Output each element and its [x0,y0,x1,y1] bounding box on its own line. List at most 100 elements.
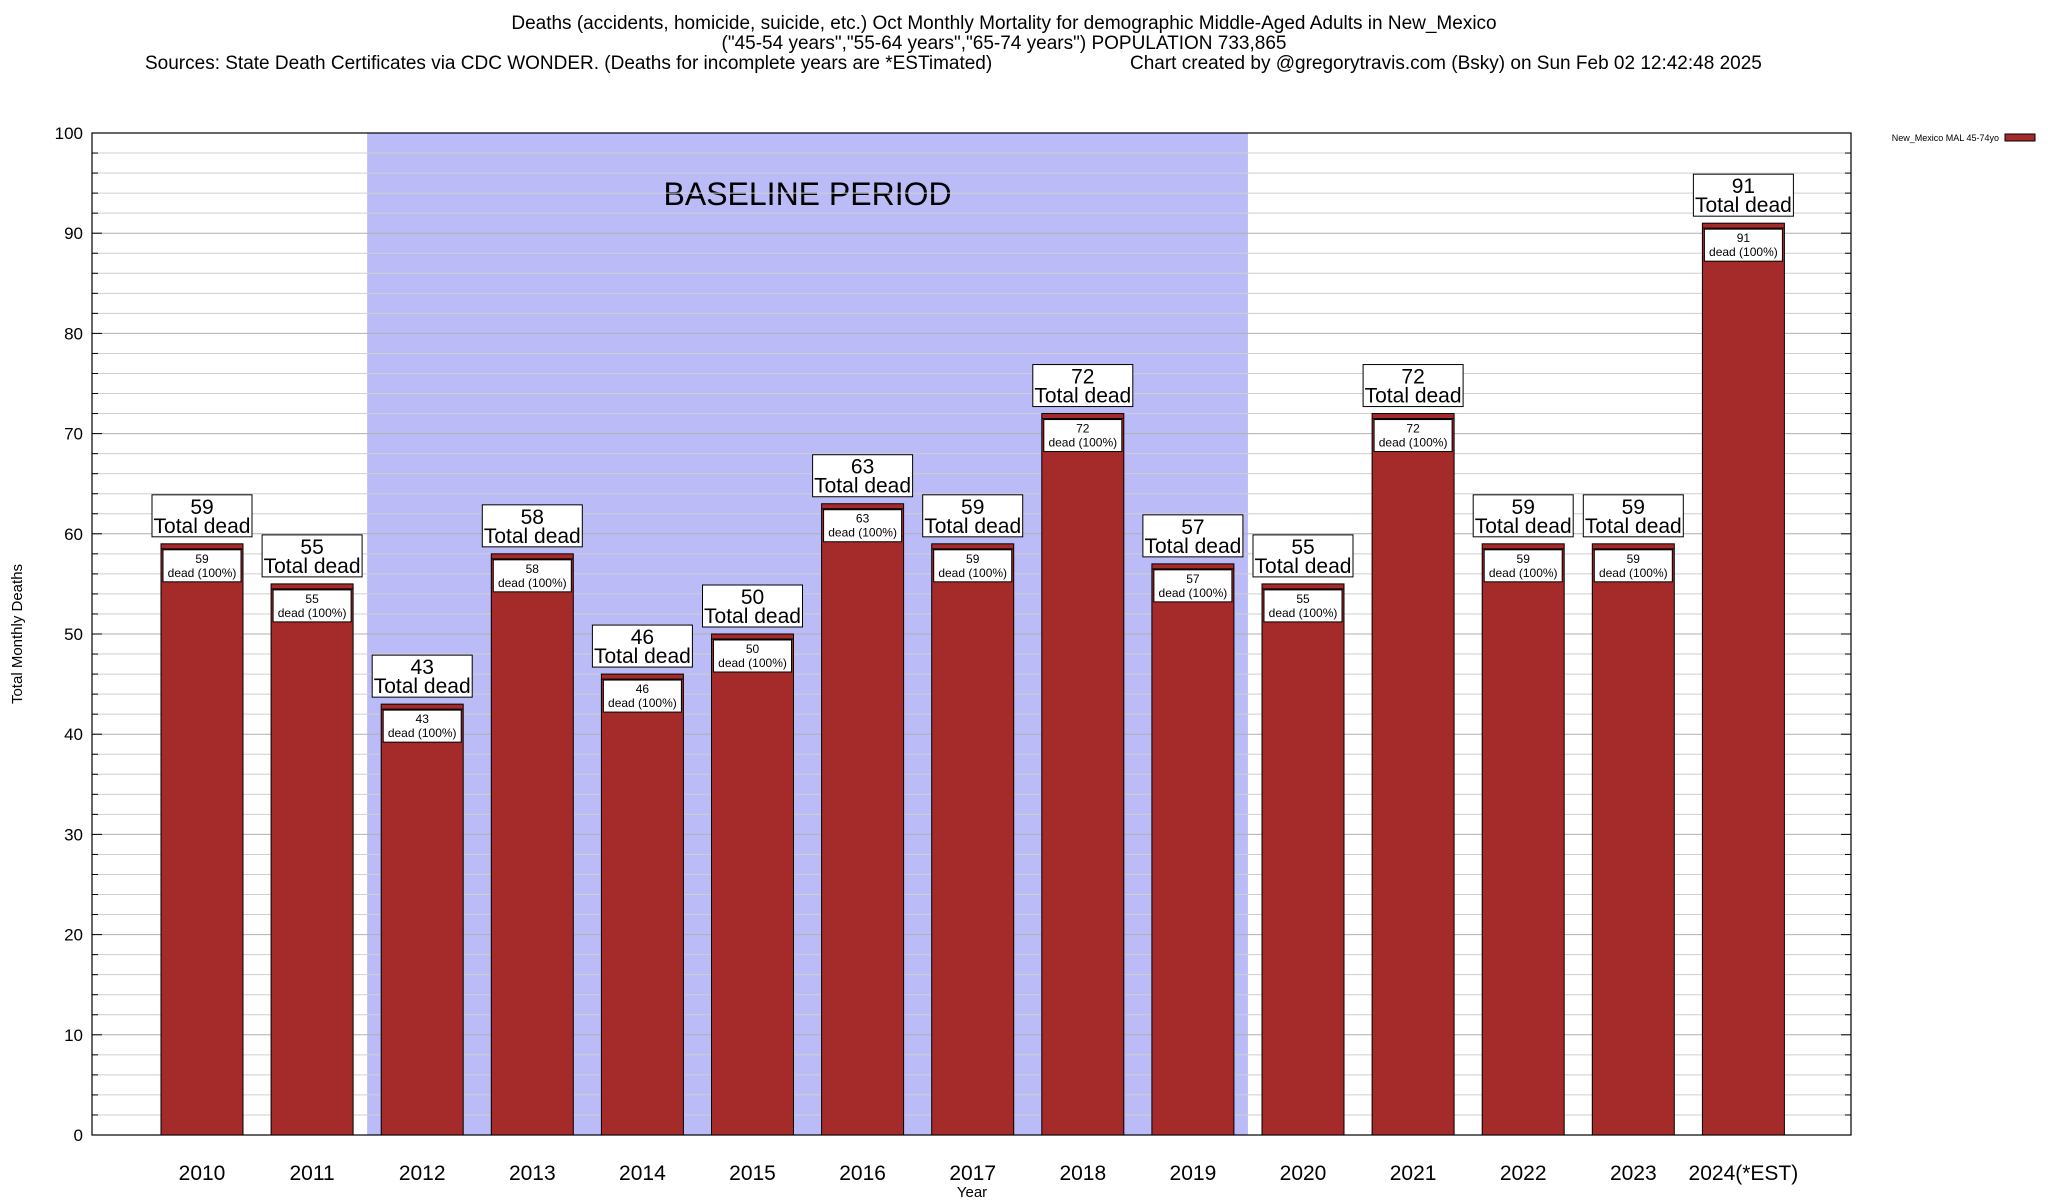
top-label-box [371,654,473,698]
top-total-label: Total dead [1034,385,1131,408]
inner-value-label: 59 [1517,552,1531,566]
bar [821,503,905,1136]
inner-percent-label: dead (100%) [1048,436,1117,450]
chart-credit: Chart created by @gregorytravis.com (Bsk… [1130,53,1762,74]
top-label-box [1692,173,1794,217]
top-value-label: 50 [741,586,764,609]
top-total-label: Total dead [1144,535,1241,558]
y-tick-label: 90 [64,224,83,243]
bar [160,543,244,1136]
inner-percent-label: dead (100%) [388,726,457,740]
bar [380,703,464,1136]
inner-percent-label: dead (100%) [718,656,787,670]
inner-percent-label: dead (100%) [498,576,567,590]
top-label-box [481,504,583,548]
inner-value-label: 72 [1076,422,1090,436]
top-value-label: 59 [961,496,984,519]
inner-label-box [713,639,792,673]
inner-value-label: 50 [746,642,760,656]
y-tick-label: 10 [64,1026,83,1045]
inner-value-label: 59 [1627,552,1641,566]
inner-value-label: 63 [856,512,870,526]
inner-value-label: 55 [305,592,319,606]
x-tick-label: 2013 [509,1162,556,1185]
inner-label-box [1043,419,1123,453]
top-value-label: 59 [190,496,213,519]
bar [1261,583,1345,1136]
inner-value-label: 43 [416,712,430,726]
y-axis-title: Total Monthly Deaths [9,564,26,704]
bar [600,673,684,1136]
inner-percent-label: dead (100%) [168,566,237,580]
chart-sources: Sources: State Death Certificates via CD… [145,53,993,74]
top-label-box [1472,494,1574,538]
x-tick-label: 2011 [290,1162,335,1185]
x-tick-label: 2015 [729,1162,776,1185]
inner-value-label: 59 [966,552,980,566]
top-total-label: Total dead [1255,555,1352,578]
top-label-box [1032,364,1134,408]
chart-source-line: Sources: State Death Certificates via CD… [0,53,1762,119]
top-total-label: Total dead [1475,515,1572,538]
chart-title: Deaths (accidents, homicide, suicide, et… [511,13,1497,34]
top-label-box [702,584,803,628]
top-value-label: 55 [300,536,323,559]
y-tick-label: 0 [74,1126,83,1145]
inner-percent-label: dead (100%) [1159,586,1228,600]
inner-label-box [1373,419,1453,453]
top-value-label: 91 [1732,175,1755,198]
inner-percent-label: dead (100%) [1489,566,1558,580]
top-label-box [812,454,914,498]
y-tick-label: 100 [55,124,83,143]
top-label-box [1142,514,1244,558]
bar [1591,543,1675,1136]
inner-percent-label: dead (100%) [608,696,677,710]
top-label-box [1582,494,1684,538]
inner-label-box [382,709,462,743]
bar [1041,413,1125,1136]
chart-subtitle: ("45-54 years","55-64 years","65-74 year… [721,33,1287,54]
y-tick-label: 40 [64,725,83,744]
inner-value-label: 72 [1406,422,1420,436]
legend-label: New_Mexico MAL 45-74yo [1892,133,1999,143]
bar [270,583,354,1136]
x-tick-label: 2014 [619,1162,666,1185]
top-label-box [922,494,1024,538]
x-tick-label: 2018 [1059,1162,1106,1185]
top-value-label: 59 [1512,496,1535,519]
bar [1701,222,1785,1136]
top-total-label: Total dead [484,525,581,548]
top-total-label: Total dead [814,475,911,498]
top-total-label: Total dead [704,605,801,628]
x-tick-label: 2019 [1170,1162,1217,1185]
inner-value-label: 59 [195,552,209,566]
inner-percent-label: dead (100%) [1379,436,1448,450]
top-total-label: Total dead [924,515,1021,538]
bar [490,553,574,1136]
inner-value-label: 46 [636,682,650,696]
bar [931,543,1015,1136]
inner-percent-label: dead (100%) [1269,606,1338,620]
inner-percent-label: dead (100%) [938,566,1007,580]
bar [1481,543,1565,1136]
top-total-label: Total dead [1365,385,1462,408]
inner-percent-label: dead (100%) [1709,245,1778,259]
x-tick-label: 2020 [1280,1162,1327,1185]
top-total-label: Total dead [594,645,691,668]
inner-label-box [1703,228,1783,262]
baseline-label: BASELINE PERIOD [664,176,952,212]
inner-value-label: 91 [1737,231,1751,245]
top-value-label: 59 [1622,496,1645,519]
top-label-box [151,494,253,538]
inner-value-label: 57 [1186,572,1200,586]
inner-label-box [272,589,352,623]
top-total-label: Total dead [1585,515,1682,538]
x-tick-label: 2017 [949,1162,996,1185]
x-tick-label: 2010 [179,1162,226,1185]
x-tick-label: 2022 [1500,1162,1547,1185]
top-value-label: 63 [851,456,874,479]
x-tick-label: 2024(*EST) [1689,1162,1799,1185]
top-value-label: 43 [411,656,434,679]
top-label-box [591,624,693,668]
